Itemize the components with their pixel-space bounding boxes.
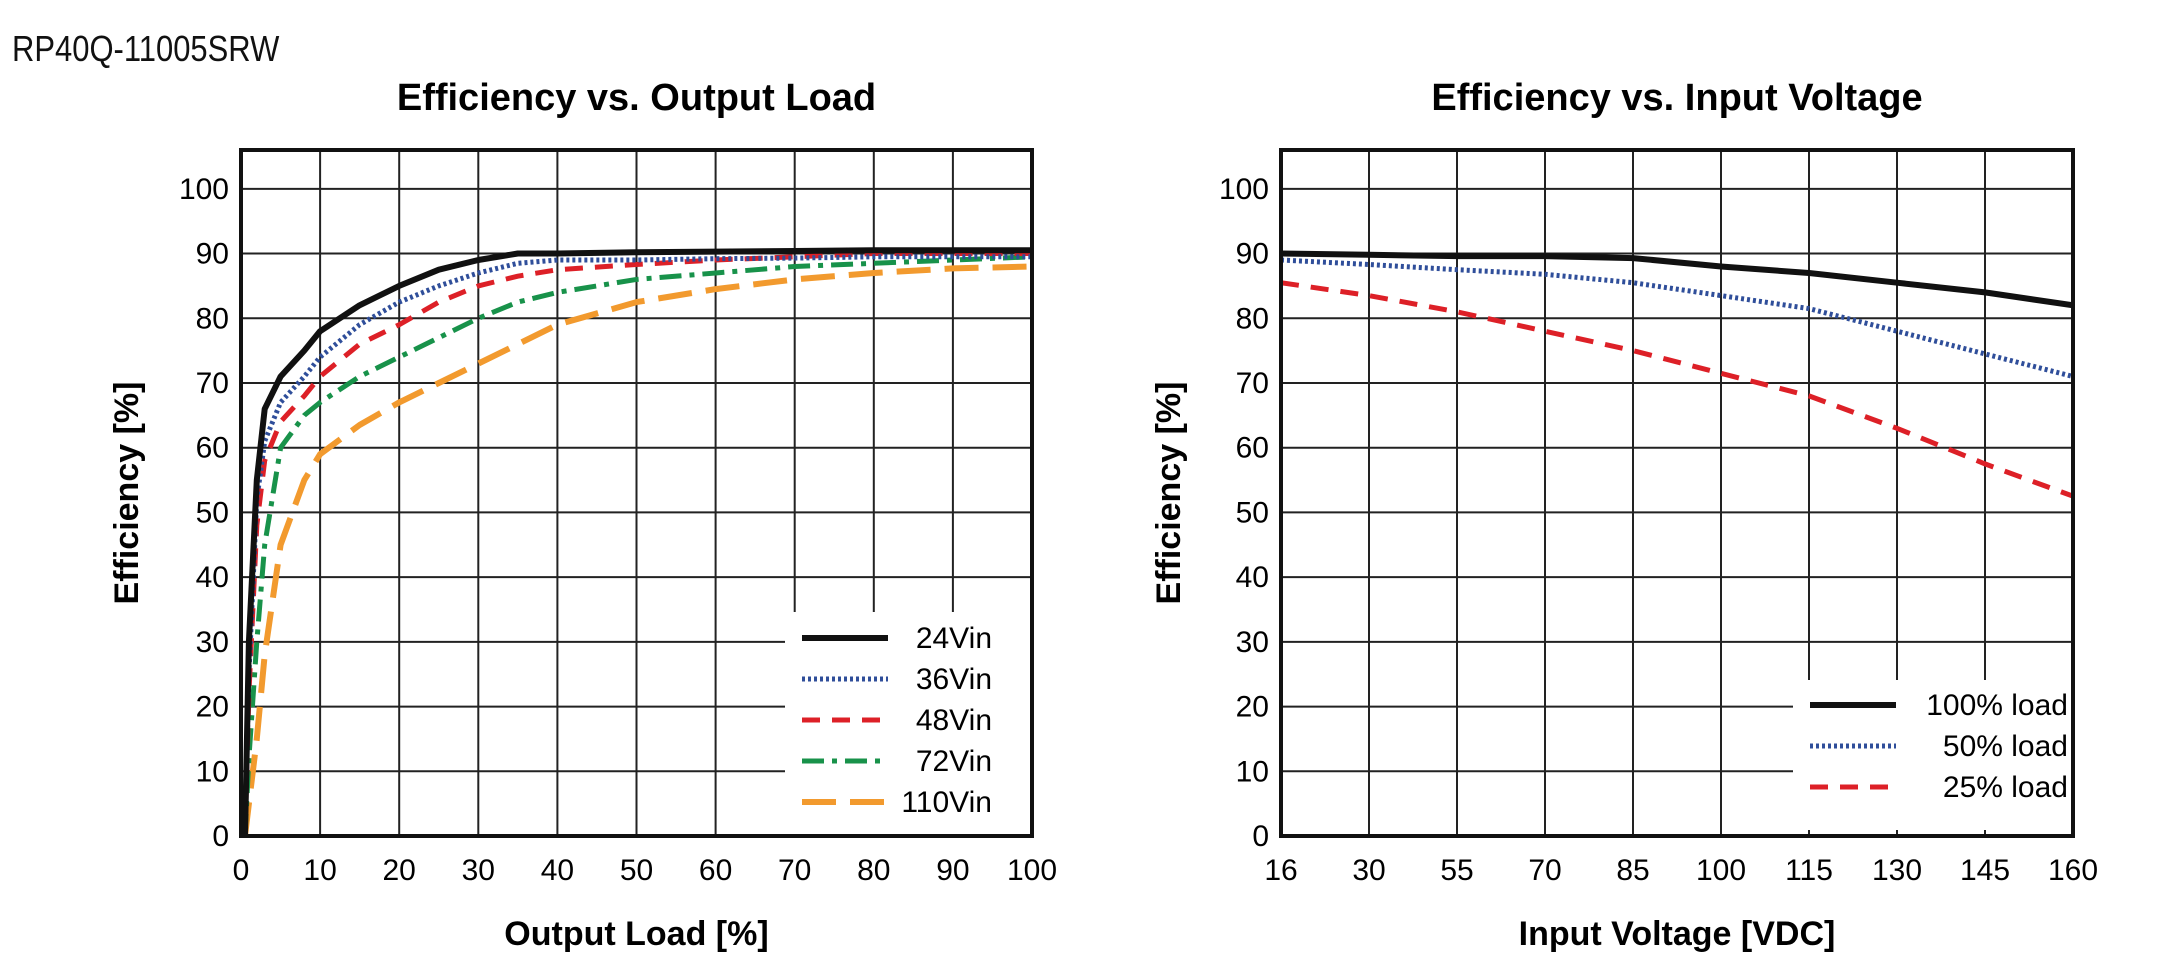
y-tick-label: 40: [196, 561, 229, 594]
legend-label: 72Vin: [916, 745, 992, 778]
chart-title: Efficiency vs. Input Voltage: [1431, 77, 1922, 119]
y-tick-label: 80: [1236, 302, 1269, 335]
series-line-36vin: [242, 254, 1032, 836]
y-tick-label: 60: [1236, 432, 1269, 465]
y-tick-label: 100: [179, 173, 229, 206]
y-tick-label: 80: [196, 302, 229, 335]
y-tick-label: 70: [196, 367, 229, 400]
legend-label: 50% load: [1943, 730, 2068, 763]
x-tick-label: 55: [1440, 854, 1473, 887]
series-line-25-load: [1281, 280, 2073, 499]
x-tick-label: 145: [1960, 854, 2010, 887]
y-tick-label: 100: [1219, 173, 1269, 206]
x-tick-label: 40: [541, 854, 574, 887]
x-tick-label: 30: [462, 854, 495, 887]
legend-label: 36Vin: [916, 663, 992, 696]
series-group: [1281, 250, 2073, 499]
legend-background: [785, 612, 1030, 834]
x-tick-label: 85: [1616, 854, 1649, 887]
x-tick-label: 130: [1872, 854, 1922, 887]
y-tick-label: 10: [196, 755, 229, 788]
y-tick-label: 30: [1236, 626, 1269, 659]
y-tick-label: 0: [212, 820, 229, 853]
product-title: RP40Q-11005SRW: [12, 28, 280, 69]
y-tick-label: 60: [196, 432, 229, 465]
y-tick-label: 50: [196, 496, 229, 529]
x-tick-label: 20: [383, 854, 416, 887]
y-tick-label: 70: [1236, 367, 1269, 400]
plot-frame: [239, 148, 1034, 838]
y-tick-label: 0: [1252, 820, 1269, 853]
y-axis-label: Efficiency [%]: [108, 382, 146, 605]
x-tick-label: 90: [936, 854, 969, 887]
x-tick-label: 160: [2048, 854, 2098, 887]
series-line-24vin: [242, 247, 1032, 836]
plot-frame: [1279, 148, 2075, 838]
y-tick-label: 50: [1236, 496, 1269, 529]
series-line-72vin: [242, 254, 1032, 836]
x-axis-label: Output Load [%]: [504, 915, 768, 953]
series-line-48vin: [242, 251, 1032, 836]
series-line-100-load: [1281, 250, 2073, 309]
x-tick-label: 70: [778, 854, 811, 887]
y-tick-label: 90: [1236, 238, 1269, 271]
x-tick-label: 10: [303, 854, 336, 887]
chart-efficiency-vs-input-voltage: Efficiency vs. Input Voltage 0 10 20 30 40 50 6…: [1150, 77, 2098, 953]
x-tick-label: 16: [1264, 854, 1297, 887]
x-tick-label: 70: [1528, 854, 1561, 887]
x-axis-label: Input Voltage [VDC]: [1519, 915, 1836, 953]
x-tick-label: 30: [1352, 854, 1385, 887]
x-tick-label: 50: [620, 854, 653, 887]
legend-label: 48Vin: [916, 704, 992, 737]
chart-efficiency-vs-output-load: Efficiency vs. Output Load 0 10 20 30 40 50 60 7…: [108, 77, 1057, 953]
y-tick-label: 40: [1236, 561, 1269, 594]
series-line-50-load: [1281, 257, 2073, 379]
legend-label: 100% load: [1926, 689, 2068, 722]
series-group: [242, 247, 1032, 836]
x-tick-label: 60: [699, 854, 732, 887]
y-tick-label: 20: [1236, 691, 1269, 724]
x-tick-label: 100: [1696, 854, 1746, 887]
x-tick-label: 80: [857, 854, 890, 887]
chart-title: Efficiency vs. Output Load: [397, 77, 876, 119]
y-tick-label: 10: [1236, 755, 1269, 788]
legend-label: 110Vin: [901, 786, 992, 819]
legend-label: 24Vin: [916, 622, 992, 655]
y-axis-label: Efficiency [%]: [1150, 382, 1188, 605]
series-line-110vin: [242, 263, 1032, 836]
legend-label: 25% load: [1943, 771, 2068, 804]
y-tick-label: 90: [196, 238, 229, 271]
x-tick-label: 100: [1007, 854, 1057, 887]
y-tick-label: 20: [196, 691, 229, 724]
y-tick-label: 30: [196, 626, 229, 659]
x-tick-label: 0: [233, 854, 250, 887]
x-tick-label: 115: [1785, 854, 1833, 887]
